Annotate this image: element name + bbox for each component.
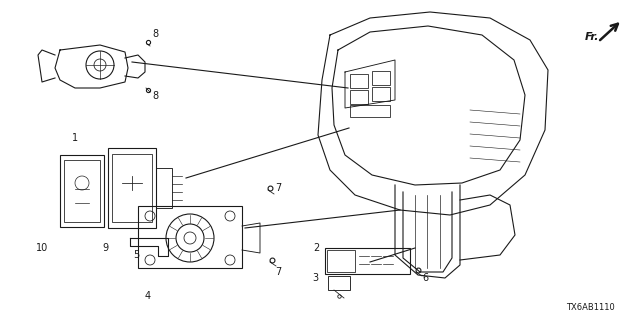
Bar xyxy=(350,90,368,104)
Text: 8: 8 xyxy=(152,29,158,39)
Text: Fr.: Fr. xyxy=(585,32,599,42)
Bar xyxy=(60,155,104,227)
Bar xyxy=(328,276,350,290)
Text: 7: 7 xyxy=(275,267,281,277)
Text: 5: 5 xyxy=(133,250,139,260)
Bar xyxy=(112,154,152,222)
Text: 8: 8 xyxy=(152,91,158,101)
Bar xyxy=(64,160,100,222)
Bar xyxy=(108,148,156,228)
Text: 4: 4 xyxy=(145,291,151,301)
Text: TX6AB1110: TX6AB1110 xyxy=(566,303,614,313)
Text: 2: 2 xyxy=(313,243,319,253)
Bar xyxy=(372,71,390,85)
Bar xyxy=(156,168,172,208)
Bar xyxy=(138,206,242,268)
Bar xyxy=(327,250,355,272)
Bar xyxy=(350,74,368,88)
Text: 7: 7 xyxy=(275,183,281,193)
Bar xyxy=(325,248,410,274)
Text: 9: 9 xyxy=(102,243,108,253)
Text: 10: 10 xyxy=(36,243,48,253)
Bar xyxy=(372,87,390,101)
Text: 1: 1 xyxy=(72,133,78,143)
Bar xyxy=(350,105,390,117)
Text: 6: 6 xyxy=(422,273,428,283)
Text: 3: 3 xyxy=(312,273,318,283)
